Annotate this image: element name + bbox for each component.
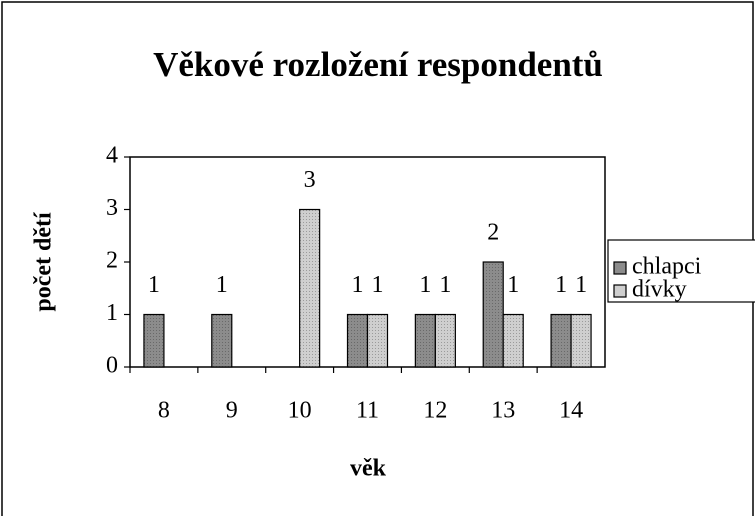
data-label: 1 <box>575 272 587 298</box>
y-axis-label: počet dětí <box>31 212 57 312</box>
x-tick-label: 11 <box>356 398 379 424</box>
x-tick-label: 12 <box>423 398 447 424</box>
bar-texture <box>211 314 232 367</box>
legend-label: dívky <box>632 277 687 303</box>
x-tick-label: 14 <box>559 398 583 424</box>
y-tick-label: 1 <box>106 300 118 326</box>
x-tick-label: 8 <box>158 398 170 424</box>
x-tick-label: 9 <box>226 398 238 424</box>
bar-texture <box>551 314 572 367</box>
bar-texture <box>143 314 164 367</box>
x-axis-label: věk <box>350 456 387 482</box>
y-tick-label: 2 <box>106 248 118 274</box>
data-label: 1 <box>439 272 451 298</box>
y-tick-label: 3 <box>106 195 118 221</box>
y-tick-label: 0 <box>106 353 118 379</box>
bar-texture <box>415 314 436 367</box>
legend-swatch <box>613 284 627 298</box>
data-label: 1 <box>372 272 384 298</box>
legend-box <box>607 239 755 303</box>
legend-label: chlapci <box>632 254 702 280</box>
bar-texture <box>483 262 504 367</box>
x-tick-label: 13 <box>491 398 515 424</box>
y-tick-label: 4 <box>106 143 118 169</box>
bar-texture <box>299 209 320 367</box>
data-label: 2 <box>487 220 499 246</box>
data-label: 3 <box>304 167 316 193</box>
chart-title: Věkové rozložení respondentů <box>153 45 603 84</box>
data-label: 1 <box>419 272 431 298</box>
data-label: 1 <box>216 272 228 298</box>
bar-texture <box>347 314 368 367</box>
data-label: 1 <box>352 272 364 298</box>
bar-texture <box>367 314 388 367</box>
bar-texture <box>571 314 592 367</box>
bar-texture <box>503 314 524 367</box>
data-label: 1 <box>555 272 567 298</box>
data-label: 1 <box>507 272 519 298</box>
data-label: 1 <box>148 272 160 298</box>
x-tick-label: 10 <box>288 398 312 424</box>
legend-swatch <box>613 261 627 275</box>
bar-texture <box>435 314 456 367</box>
